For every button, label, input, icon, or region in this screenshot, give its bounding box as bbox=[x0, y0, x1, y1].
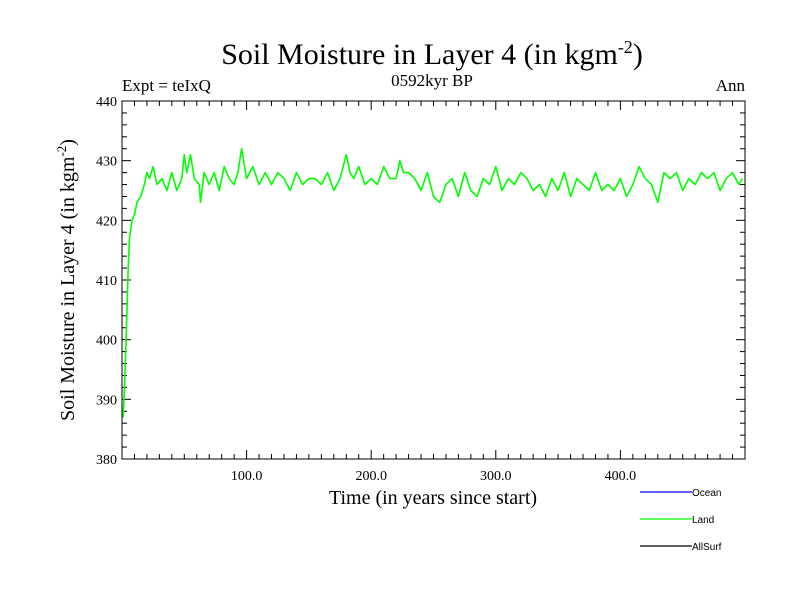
legend: Ocean Land AllSurf bbox=[640, 488, 722, 553]
x-axis-label: Time (in years since start) bbox=[329, 487, 537, 509]
chart-title: Soil Moisture in Layer 4 (in kgm-2) bbox=[221, 37, 643, 71]
axis-tick-labels: 380 390 400 410 420 430 440 100.0 200.0 300.0 400.… bbox=[96, 95, 636, 484]
y-axis-label: Soil Moisture in Layer 4 (in kgm-2) bbox=[54, 139, 79, 421]
subtitle-experiment: Expt = teIxQ bbox=[122, 76, 211, 95]
y-tick-label: 440 bbox=[96, 95, 117, 110]
legend-label-ocean: Ocean bbox=[692, 488, 721, 499]
y-tick-label: 430 bbox=[96, 155, 117, 170]
legend-label-allsurf: AllSurf bbox=[692, 542, 722, 553]
axis-ticks bbox=[122, 100, 745, 460]
series-line-land bbox=[122, 147, 744, 418]
y-tick-label: 410 bbox=[96, 274, 117, 289]
x-tick-label: 100.0 bbox=[231, 469, 263, 484]
y-tick-label: 420 bbox=[96, 214, 117, 229]
subtitle-season: Ann bbox=[716, 76, 746, 95]
x-tick-label: 300.0 bbox=[480, 469, 512, 484]
x-tick-label: 400.0 bbox=[605, 469, 637, 484]
y-tick-label: 380 bbox=[96, 453, 117, 468]
legend-label-land: Land bbox=[692, 515, 714, 526]
subtitle-period: 0592kyr BP bbox=[391, 71, 473, 90]
y-tick-label: 390 bbox=[96, 393, 117, 408]
x-tick-label: 200.0 bbox=[355, 469, 387, 484]
y-tick-label: 400 bbox=[96, 334, 117, 349]
